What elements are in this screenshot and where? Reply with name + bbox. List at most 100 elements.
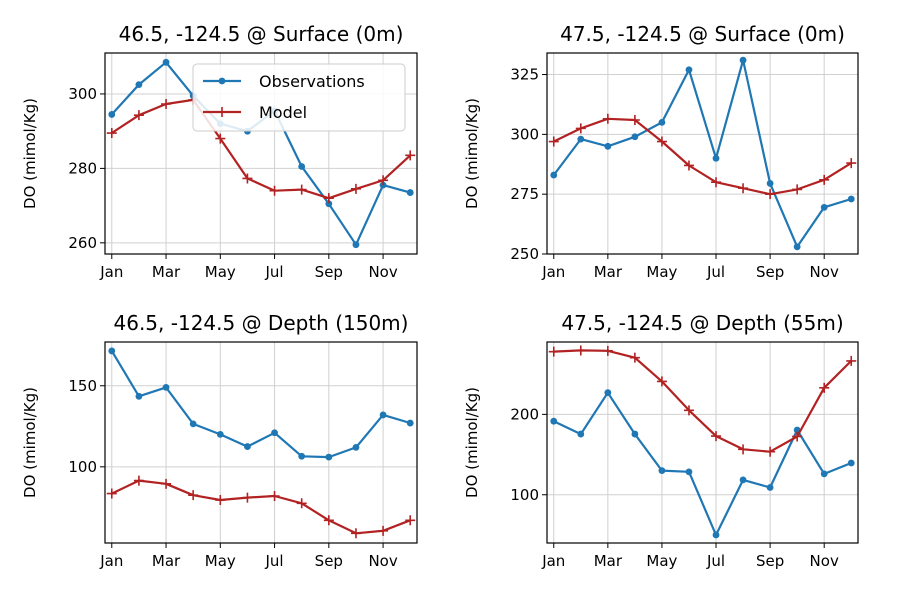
data-point [631, 430, 639, 438]
data-point [658, 467, 666, 475]
data-point [792, 184, 803, 195]
data-point [350, 528, 361, 539]
data-point [656, 136, 667, 147]
x-tick-label: Jul [265, 263, 284, 281]
y-tick-label: 325 [510, 66, 539, 84]
data-point [161, 478, 172, 489]
legend: Observations Model [192, 63, 406, 132]
data-point [106, 128, 117, 139]
y-tick-label: 275 [510, 185, 539, 203]
data-point [378, 525, 389, 536]
data-point [738, 183, 749, 194]
data-point [629, 352, 640, 363]
data-point [108, 111, 116, 118]
data-point [188, 490, 199, 501]
data-point [683, 405, 694, 416]
chart-panel-3: Jan Mar May Jul Sep Nov 100 150 46.5, -124.5 @ D… [21, 311, 418, 570]
chart-title: 47.5, -124.5 @ Depth (55m) [561, 311, 843, 335]
chart-title: 46.5, -124.5 @ Depth (150m) [114, 311, 409, 335]
data-point [575, 123, 586, 134]
data-point [550, 171, 558, 179]
chart-panel-4: Jan Mar May Jul Sep Nov 100 200 47.5, -124.5 @ D… [463, 311, 859, 570]
series-line-model [111, 98, 411, 200]
x-tick-label: Mar [152, 263, 181, 281]
data-point [162, 383, 170, 391]
x-tick-label: Jan [99, 263, 123, 281]
data-point [325, 200, 333, 208]
x-tick-label: May [205, 263, 236, 281]
y-tick-label: 300 [510, 125, 539, 143]
data-point [135, 392, 143, 400]
series-line-model [553, 117, 852, 196]
y-axis-label: DO (mimol/Kg) [463, 387, 481, 498]
data-point [631, 133, 639, 141]
x-tick-label: Nov [810, 552, 839, 570]
legend-label: Model [259, 103, 307, 122]
data-point [269, 490, 280, 501]
axes-frame [546, 52, 859, 255]
data-point [298, 163, 306, 170]
data-point [792, 431, 803, 442]
data-point [656, 376, 667, 387]
data-point [658, 118, 666, 126]
y-tick-label: 150 [68, 377, 97, 395]
data-point [766, 180, 774, 187]
series-line-observations [553, 391, 852, 537]
data-point [216, 430, 224, 438]
data-point [604, 142, 612, 150]
x-tick-label: Nov [368, 263, 397, 281]
data-point [296, 498, 307, 509]
data-point [847, 195, 855, 203]
x-tick-label: Sep [315, 263, 343, 281]
legend-marker [218, 77, 226, 85]
data-point [550, 417, 558, 425]
data-point [820, 203, 828, 211]
data-point [602, 113, 613, 124]
y-tick-label: 280 [68, 159, 97, 177]
data-point [712, 531, 720, 539]
x-tick-label: Mar [594, 552, 623, 570]
y-tick-label: 200 [510, 405, 539, 423]
data-point [602, 345, 613, 356]
y-tick-label: 300 [68, 85, 97, 103]
series-line-model [111, 479, 411, 535]
x-tick-label: Mar [152, 552, 181, 570]
data-point [548, 136, 559, 147]
data-point [161, 98, 172, 109]
data-point [133, 110, 144, 121]
x-tick-label: Nov [368, 552, 397, 570]
data-point [739, 476, 747, 484]
data-point [846, 355, 857, 366]
data-point [378, 175, 389, 186]
x-tick-label: May [205, 552, 236, 570]
data-point [133, 475, 144, 486]
data-point [244, 443, 251, 450]
data-point [765, 446, 776, 457]
data-point [685, 66, 693, 74]
data-point [819, 382, 830, 393]
series-line-observations [552, 59, 852, 248]
x-tick-label: Sep [756, 263, 784, 281]
data-point [846, 158, 857, 169]
y-tick-label: 250 [510, 245, 539, 263]
x-tick-label: Jan [541, 552, 565, 570]
series-line-model [553, 349, 852, 453]
axes-frame [104, 341, 418, 544]
data-point [405, 150, 416, 161]
legend-label: Observations [259, 72, 365, 91]
chart-panel-1: Jan Mar May Jul Sep Nov 260 280 300 46.5, -124.5 … [21, 22, 418, 281]
data-point [765, 189, 776, 200]
data-point [712, 154, 720, 162]
data-point [577, 430, 585, 438]
axes-frame [104, 52, 418, 255]
data-point [106, 488, 117, 499]
data-point [847, 459, 855, 467]
data-point [577, 135, 585, 143]
x-tick-label: Sep [315, 552, 343, 570]
data-point [683, 160, 694, 171]
x-tick-label: May [646, 263, 677, 281]
x-tick-label: Jul [265, 552, 284, 570]
data-point [793, 243, 801, 251]
y-tick-label: 100 [510, 486, 539, 504]
data-point [298, 452, 306, 460]
